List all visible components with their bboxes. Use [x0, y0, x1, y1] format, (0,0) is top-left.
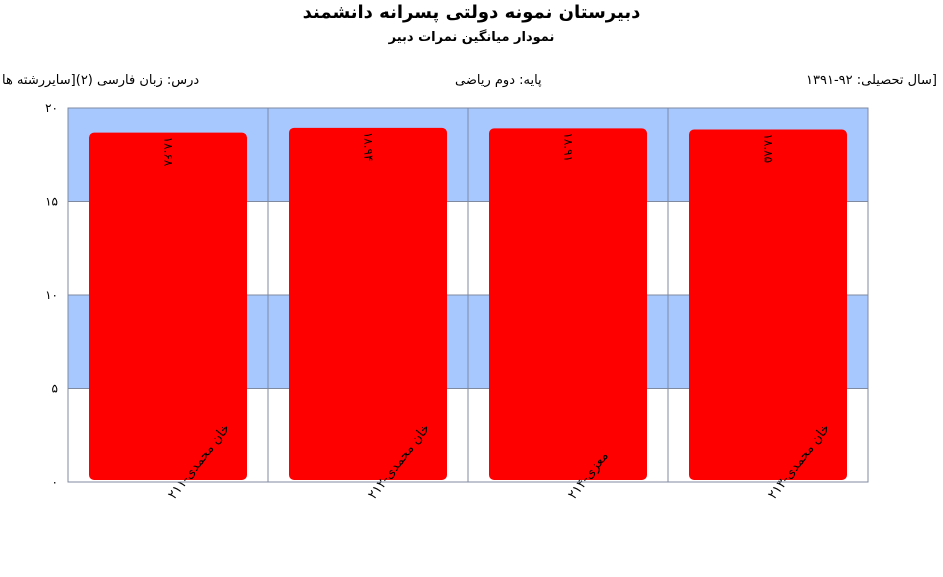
bar [89, 132, 247, 480]
y-tick-label: ۲۰ [45, 101, 58, 115]
bar [489, 128, 647, 480]
grade-label: پایه: دوم ریاضی [455, 73, 542, 88]
plot-border [67, 107, 869, 483]
bar [689, 129, 847, 480]
bar-value-label: ۱۸.۹۱ [562, 132, 576, 162]
bar [289, 127, 447, 481]
chart-title: دبیرستان نمونه دولتی پسرانه دانشمند [302, 2, 641, 23]
y-tick-label: ۱۰ [45, 288, 58, 302]
y-tick-label: ۵ [52, 382, 58, 396]
bar-value-label: ۱۸.۶۸ [162, 137, 176, 167]
y-tick-label: ۰ [52, 475, 58, 489]
chart-subtitle: نمودار میانگین نمرات دبیر [388, 30, 555, 45]
bar-value-label: ۱۸.۸۵ [762, 134, 776, 164]
course-label: درس: زبان فارسی (۲)[سایررشته ها [2, 73, 200, 88]
y-tick-label: ۱۵ [45, 195, 58, 209]
bar-value-label: ۱۸.۹۴ [362, 132, 376, 162]
academic-year-label: [سال تحصیلی: ۹۲-۱۳۹۱ [806, 73, 937, 88]
